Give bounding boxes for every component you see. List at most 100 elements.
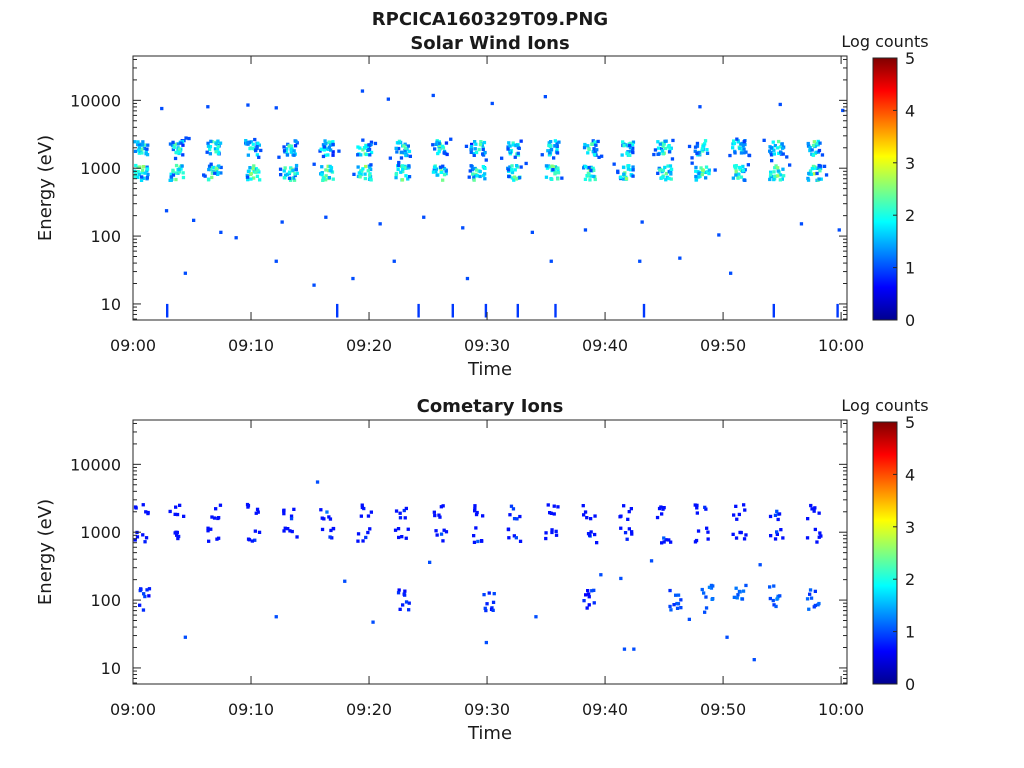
spectrogram-cell — [640, 220, 644, 224]
spectrogram-cell — [694, 169, 698, 173]
spectrogram-cell — [781, 167, 785, 171]
spectrogram-cell — [733, 166, 737, 170]
spectrogram-cell — [513, 155, 517, 159]
spectrogram-cell — [283, 176, 287, 180]
spectrogram-cell — [209, 139, 213, 143]
x-tick-label: 09:40 — [582, 336, 628, 355]
spectrogram-cell — [331, 150, 335, 154]
spectrogram-cell — [136, 140, 140, 144]
spectrogram-cell — [530, 230, 534, 234]
spectrogram-cell — [331, 140, 335, 144]
spectrogram-cell — [817, 177, 821, 181]
spectrogram-cell — [133, 140, 137, 144]
spectrogram-cell — [694, 174, 698, 179]
spectrogram-cell — [776, 166, 780, 170]
spectrogram-cell — [481, 514, 485, 518]
spectrogram-cell — [285, 172, 290, 176]
spectrogram-cell — [582, 599, 586, 603]
spectrogram-cell — [408, 154, 412, 158]
y-tick-label: 1000 — [80, 523, 121, 542]
y-tick-label: 100 — [90, 591, 121, 610]
spectrogram-cell — [277, 155, 281, 159]
spectrogram-cell — [771, 140, 775, 144]
spectrogram-cell — [593, 140, 597, 144]
spectrogram-cell — [292, 507, 296, 511]
spectrogram-cell — [399, 156, 404, 160]
spectrogram-cell — [734, 164, 738, 168]
spectrogram-cell — [550, 528, 554, 532]
colorbar — [872, 57, 898, 321]
spectrogram-cell — [329, 148, 333, 152]
spectrogram-cell — [138, 165, 142, 169]
spectrogram-cell — [632, 647, 636, 651]
spectrogram-cell — [649, 559, 654, 563]
spectrogram-cell — [177, 147, 181, 151]
spectrogram-cell — [478, 174, 482, 179]
spectrogram-cell — [816, 139, 820, 144]
spectrogram-cell — [811, 153, 815, 157]
spectrogram-cell — [693, 145, 698, 149]
spectrogram-cell — [219, 165, 223, 170]
spectrogram-cell — [472, 540, 477, 544]
spectrogram-cell — [735, 596, 739, 600]
spectrogram-cell — [818, 531, 822, 535]
spectrogram-cell — [216, 139, 220, 143]
spectrogram-cell — [586, 151, 590, 155]
spectrogram-cell — [653, 148, 658, 152]
spectrogram-cell — [356, 145, 360, 149]
spectrogram-streak — [836, 303, 839, 318]
spectrogram-cell — [407, 149, 412, 154]
spectrogram-cell — [820, 153, 825, 157]
spectrogram-cell — [584, 164, 588, 169]
spectrogram-cell — [255, 153, 259, 157]
spectrogram-cell — [813, 603, 817, 608]
spectrogram-cell — [174, 177, 178, 182]
spectrogram-cell — [508, 149, 512, 153]
spectrogram-cell — [477, 147, 481, 152]
colorbar-tick-label: 0 — [905, 311, 915, 330]
spectrogram-cell — [769, 173, 773, 177]
spectrogram-cell — [175, 151, 179, 155]
spectrogram-cell — [249, 171, 253, 176]
spectrogram-cell — [441, 539, 445, 543]
spectrogram-cell — [369, 163, 373, 167]
spectrogram-cell — [369, 140, 374, 144]
spectrogram-cell — [752, 658, 756, 662]
spectrogram-cell — [287, 144, 291, 148]
spectrogram-cell — [591, 166, 595, 170]
spectrogram-cell — [137, 172, 141, 177]
spectrogram-cell — [808, 146, 812, 150]
spectrogram-cell — [356, 539, 360, 543]
spectrogram-cell — [247, 538, 252, 542]
spectrogram-cell — [141, 533, 145, 537]
spectrogram-cell — [328, 517, 333, 521]
spectrogram-cell — [143, 540, 147, 544]
spectrogram-cell — [396, 167, 400, 172]
spectrogram-cell — [206, 526, 210, 530]
spectrogram-cell — [769, 170, 773, 174]
spectrogram-cell — [437, 148, 441, 152]
spectrogram-cell — [140, 175, 144, 179]
spectrogram-cell — [738, 165, 743, 170]
spectrogram-cell — [587, 595, 591, 599]
spectrogram-cell — [174, 171, 178, 175]
spectrogram-cell — [695, 144, 700, 148]
spectrogram-cell — [327, 145, 331, 149]
spectrogram-cell — [289, 144, 294, 148]
spectrogram-cell — [734, 169, 738, 173]
spectrogram-cell — [734, 504, 738, 508]
spectrogram-cell — [364, 164, 368, 169]
spectrogram-cell — [133, 505, 138, 509]
spectrogram-cell — [734, 171, 738, 175]
spectrogram-cell — [479, 539, 484, 543]
spectrogram-cell — [393, 528, 398, 532]
spectrogram-cell — [206, 529, 210, 533]
spectrogram-cell — [208, 168, 213, 172]
spectrogram-cell — [400, 178, 405, 182]
spectrogram-cell — [399, 170, 403, 174]
spectrogram-cell — [351, 276, 355, 281]
spectrogram-cells — [133, 480, 823, 662]
spectrogram-cell — [628, 145, 633, 150]
spectrogram-cell — [216, 151, 221, 156]
